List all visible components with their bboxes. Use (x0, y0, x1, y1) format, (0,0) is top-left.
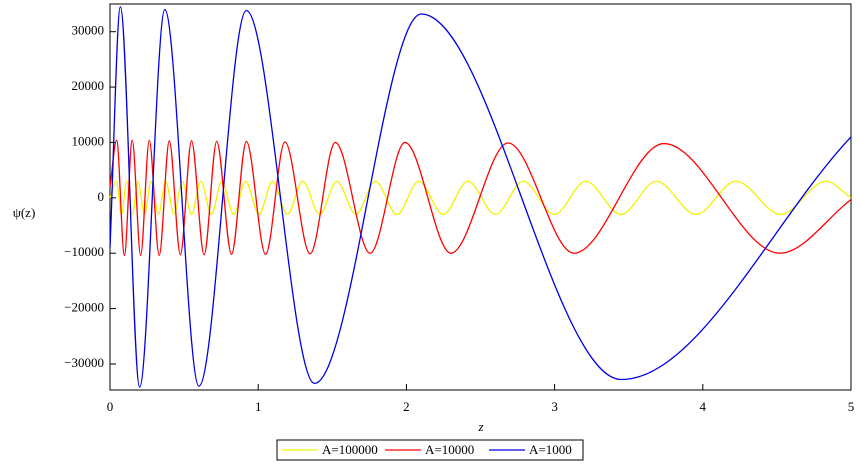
y-tick-label: −30000 (64, 355, 104, 370)
series-line (109, 180, 852, 216)
y-axis-label: ψ(z) (13, 205, 36, 220)
y-tick-label: 20000 (72, 78, 105, 93)
y-tick-label: 10000 (72, 133, 105, 148)
legend-label: A=100000 (322, 442, 378, 457)
x-tick-label: 4 (700, 399, 707, 414)
y-tick-label: −20000 (64, 300, 104, 315)
legend-label: A=10000 (425, 442, 474, 457)
x-axis-label: z (477, 419, 483, 434)
x-tick-label: 3 (551, 399, 558, 414)
series-line (109, 139, 852, 257)
legend-label: A=1000 (529, 442, 572, 457)
x-tick-label: 5 (848, 399, 855, 414)
y-tick-label: 30000 (72, 23, 105, 38)
x-tick-label: 0 (107, 399, 114, 414)
y-tick-label: −10000 (64, 244, 104, 259)
x-tick-label: 2 (403, 399, 410, 414)
y-tick-label: 0 (98, 189, 105, 204)
legend-box (276, 439, 584, 461)
series-line (109, 6, 852, 388)
x-tick-label: 1 (255, 399, 262, 414)
